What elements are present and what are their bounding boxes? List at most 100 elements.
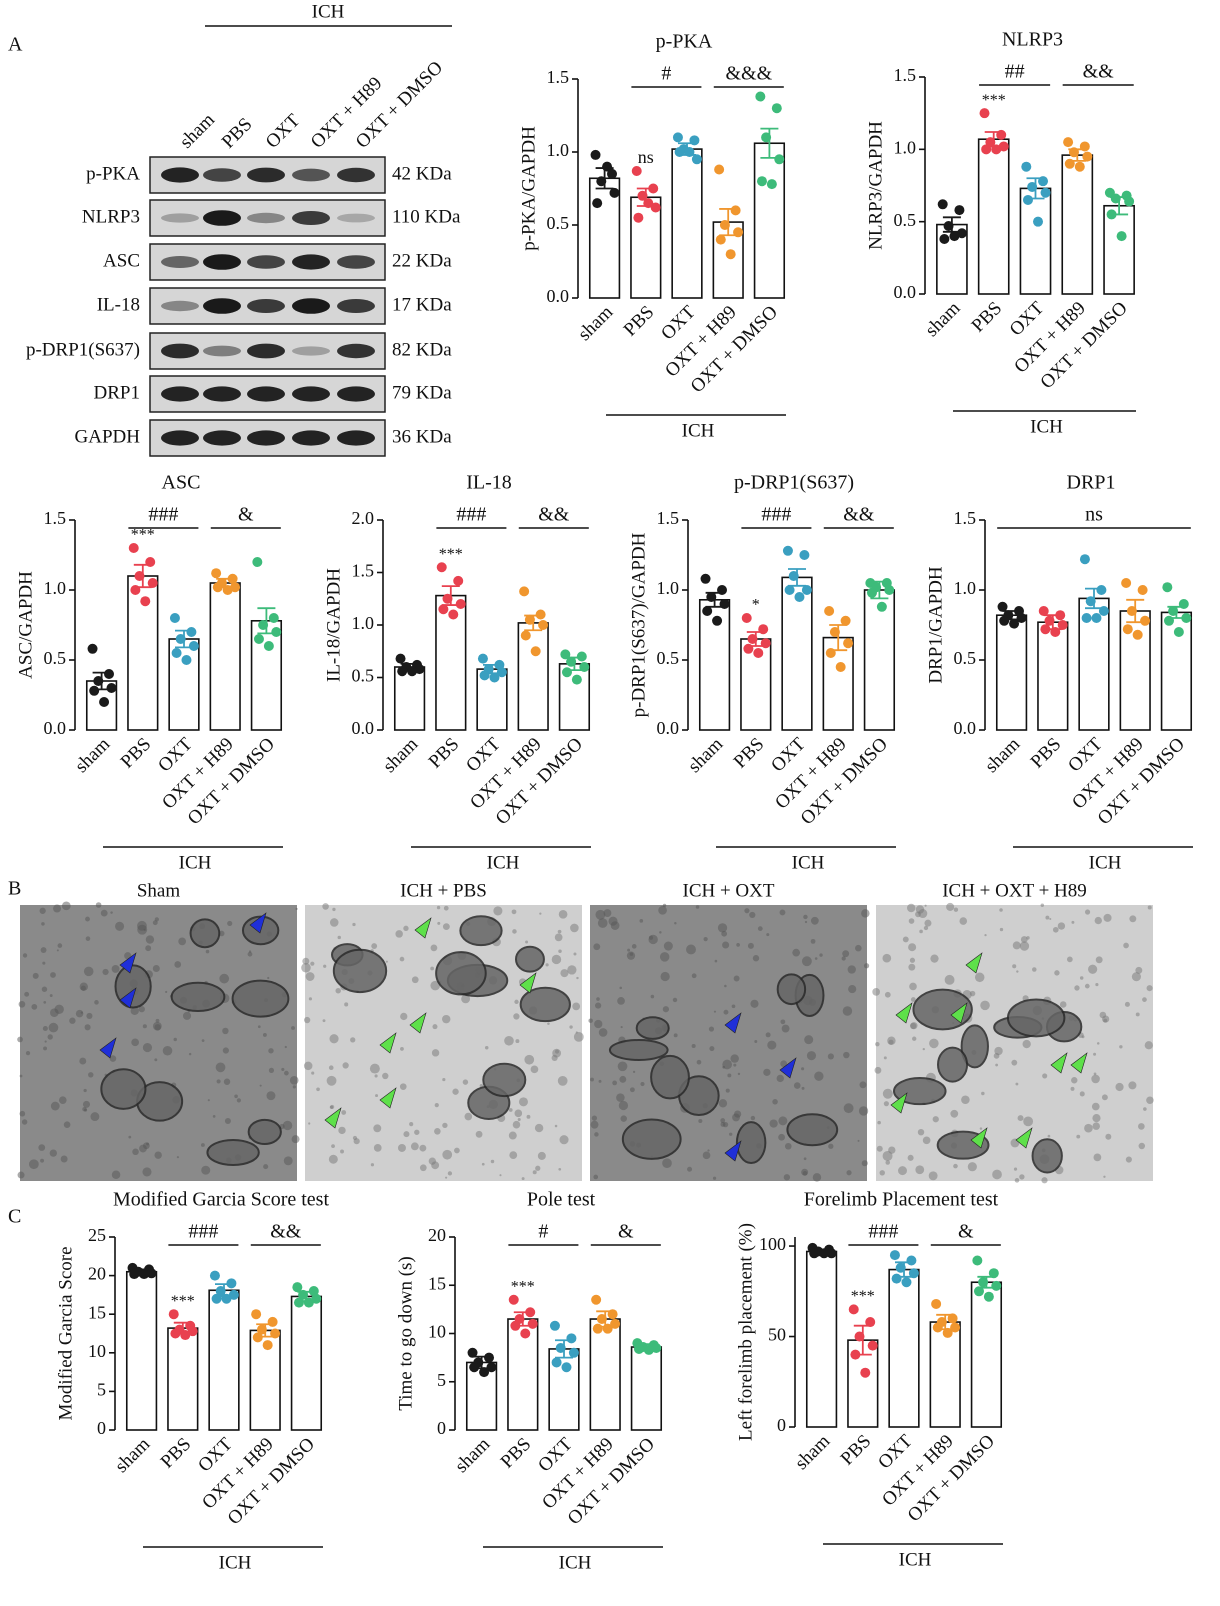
data-point — [1178, 599, 1189, 609]
data-point — [1163, 615, 1174, 626]
arrowhead — [950, 1002, 968, 1024]
em-texture — [1144, 1041, 1153, 1050]
data-point — [835, 662, 846, 672]
em-texture — [560, 969, 569, 978]
em-texture — [247, 951, 253, 957]
data-point — [169, 613, 180, 623]
em-texture — [576, 976, 579, 980]
em-texture — [42, 961, 46, 965]
em-texture — [733, 1063, 737, 1067]
data-point — [181, 655, 192, 665]
blot-size-label: 42 KDa — [392, 163, 452, 184]
em-texture — [588, 1018, 593, 1023]
blot-row-label: p-PKA — [86, 163, 140, 184]
em-texture — [22, 953, 28, 958]
em-texture — [200, 1143, 205, 1147]
significance-label: & — [958, 1221, 974, 1243]
em-texture — [139, 1144, 147, 1153]
em-texture — [720, 1118, 726, 1123]
em-texture — [662, 1006, 670, 1013]
em-texture — [83, 1088, 87, 1093]
data-point — [139, 1269, 150, 1280]
em-texture — [369, 1063, 380, 1074]
data-point — [549, 1320, 560, 1331]
em-texture — [729, 1132, 733, 1136]
em-texture — [908, 963, 916, 971]
data-point — [979, 108, 990, 119]
em-texture — [659, 952, 670, 962]
em-texture — [1143, 1107, 1147, 1111]
y-tick-label: 100 — [759, 1234, 786, 1254]
em-texture — [924, 904, 927, 907]
em-texture — [326, 1075, 337, 1086]
em-texture — [810, 938, 816, 944]
data-point — [865, 1317, 876, 1328]
em-texture — [876, 1145, 883, 1152]
em-texture — [342, 1062, 349, 1069]
em-texture — [736, 943, 740, 947]
arrowhead — [1070, 1052, 1088, 1074]
em-texture — [772, 1099, 778, 1105]
em-texture — [591, 1115, 598, 1121]
em-texture — [1052, 926, 1059, 933]
em-texture — [178, 937, 186, 946]
data-point — [524, 614, 535, 625]
blot-band — [337, 430, 375, 446]
bar — [970, 1281, 1003, 1428]
data-point — [743, 643, 754, 654]
data-point — [596, 176, 607, 187]
group-label: ICH — [899, 1549, 932, 1570]
em-texture — [42, 1025, 48, 1032]
data-point — [643, 198, 654, 209]
significance-label: && — [270, 1221, 302, 1243]
significance-label: ### — [148, 504, 178, 526]
em-texture — [999, 908, 1003, 912]
em-texture — [573, 952, 577, 956]
em-texture — [302, 957, 310, 965]
em-texture — [752, 955, 760, 962]
em-texture — [1124, 1001, 1130, 1007]
em-texture — [1042, 1073, 1048, 1079]
em-texture — [713, 1010, 717, 1013]
y-tick-label: 15 — [88, 1302, 106, 1322]
em-texture — [877, 1120, 881, 1125]
em-texture — [524, 1054, 535, 1065]
em-texture — [708, 1026, 715, 1032]
em-texture — [142, 1167, 152, 1177]
em-texture — [83, 966, 94, 977]
data-point — [891, 1273, 902, 1284]
data-point — [527, 1318, 538, 1329]
mitochondrion — [650, 1054, 690, 1100]
y-axis-label: p-DRP1(S637)/GAPDH — [628, 532, 649, 717]
data-point — [884, 585, 895, 595]
em-texture — [619, 1075, 627, 1083]
em-texture — [173, 1037, 177, 1042]
em-texture — [44, 1040, 47, 1043]
em-texture — [875, 1041, 880, 1047]
blot-band — [247, 167, 285, 183]
em-texture — [567, 965, 577, 975]
em-texture — [781, 1024, 790, 1033]
significance-label: # — [538, 1221, 548, 1243]
data-point — [843, 638, 854, 649]
y-tick-label: 1.0 — [954, 578, 977, 598]
blot-band — [247, 343, 285, 359]
arrowhead — [519, 972, 537, 994]
em-texture — [88, 1072, 94, 1078]
y-tick-label: 1.0 — [894, 137, 917, 157]
em-texture — [784, 1142, 792, 1150]
y-tick-label: 0.0 — [547, 286, 570, 306]
em-texture — [909, 957, 916, 963]
em-texture — [201, 1039, 205, 1042]
em-texture — [1095, 983, 1099, 987]
mitochondrion — [189, 918, 221, 949]
y-tick-label: 1.0 — [657, 578, 680, 598]
bar — [863, 589, 896, 731]
em-texture — [662, 903, 667, 908]
em-texture — [898, 1166, 907, 1176]
group-label: ICH — [1030, 416, 1063, 437]
em-texture — [79, 1057, 87, 1065]
data-point — [308, 1286, 319, 1297]
data-point — [168, 1309, 179, 1320]
em-texture — [980, 1000, 990, 1011]
